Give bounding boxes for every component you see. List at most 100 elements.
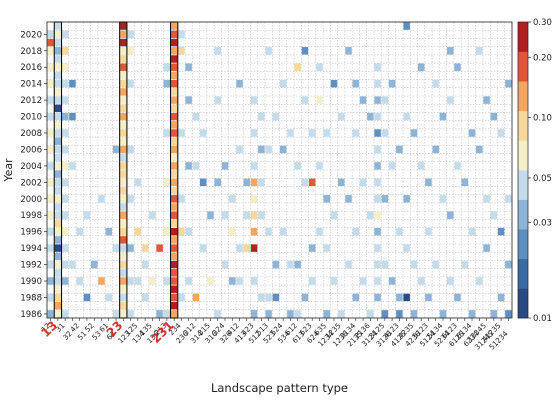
heatmap-cell: [229, 195, 236, 203]
heatmap-cell: [352, 79, 360, 88]
y-tick-label: 1986: [20, 310, 42, 320]
heatmap-cell: [76, 277, 83, 285]
heatmap-cell: [120, 277, 127, 285]
heatmap-cell: [47, 162, 54, 170]
heatmap-cell: [47, 244, 54, 252]
heatmap-cell: [301, 47, 309, 55]
heatmap-cell: [272, 112, 280, 121]
colorbar-segment: [518, 110, 528, 141]
heatmap-cell: [199, 178, 207, 187]
heatmap-cell: [214, 96, 221, 104]
heatmap-cell: [432, 260, 439, 269]
heatmap-cell: [192, 112, 200, 121]
heatmap-cell: [120, 79, 127, 88]
heatmap-cell: [374, 145, 381, 154]
heatmap-cell: [120, 104, 127, 113]
heatmap-cell: [221, 162, 229, 170]
heatmap-cell: [47, 112, 54, 121]
heatmap-cell: [170, 301, 178, 310]
heatmap-cell: [149, 277, 156, 285]
heatmap-cell: [127, 244, 134, 252]
heatmap-cell: [61, 162, 69, 170]
heatmap-cell: [90, 260, 98, 269]
heatmap-cell: [141, 260, 149, 269]
heatmap-cell: [120, 162, 127, 170]
heatmap-cell: [425, 293, 432, 302]
heatmap-cell: [120, 260, 127, 269]
heatmap-cell: [120, 47, 127, 55]
heatmap-cell: [381, 129, 389, 137]
colorbar-tick-label: 0.20: [533, 53, 552, 63]
y-tick-label: 2018: [20, 47, 42, 57]
y-tick-label: 2014: [20, 80, 42, 90]
heatmap-cell: [47, 227, 54, 236]
heatmap-cell: [127, 145, 134, 154]
heatmap-cell: [461, 260, 469, 269]
heatmap-cell: [316, 96, 323, 104]
heatmap-cell: [47, 129, 54, 137]
y-tick-label: 2008: [20, 129, 42, 139]
heatmap-cell: [54, 63, 62, 71]
heatmap-cell: [170, 129, 178, 137]
heatmap-cell: [265, 293, 272, 302]
heatmap-cell: [170, 79, 178, 88]
heatmap-cell: [396, 293, 403, 302]
heatmap-cell: [447, 47, 454, 55]
heatmap-cell: [170, 137, 178, 145]
heatmap-cell: [69, 162, 76, 170]
heatmap-cell: [120, 63, 127, 71]
heatmap-cell: [265, 47, 272, 55]
heatmap-cell: [54, 277, 62, 285]
heatmap-cell: [323, 195, 330, 203]
heatmap-cell: [47, 310, 54, 318]
heatmap-cell: [54, 30, 62, 39]
heatmap-cell: [54, 96, 62, 104]
heatmap-cell: [120, 137, 127, 145]
heatmap-cell: [170, 63, 178, 71]
heatmap-cell: [134, 178, 142, 187]
heatmap-cell: [447, 96, 454, 104]
heatmap-cell: [316, 63, 323, 71]
heatmap-cell: [338, 112, 345, 121]
heatmap-cell: [308, 129, 316, 137]
heatmap-cell: [54, 269, 62, 277]
colorbar-segment: [518, 199, 528, 230]
heatmap-cell: [47, 63, 54, 71]
heatmap-cell: [287, 260, 294, 269]
heatmap-cell: [497, 293, 505, 302]
heatmap-cell: [54, 79, 62, 88]
heatmap-cell: [83, 211, 91, 219]
heatmap-cell: [170, 88, 178, 96]
heatmap-cell: [236, 244, 243, 252]
heatmap-cell: [120, 129, 127, 137]
heatmap-cell: [54, 170, 62, 178]
heatmap-cell: [54, 186, 62, 195]
heatmap-cell: [47, 211, 54, 219]
heatmap-cell: [54, 195, 62, 203]
heatmap-cell: [47, 47, 54, 55]
heatmap-cell: [250, 244, 258, 252]
heatmap-cell: [505, 310, 512, 318]
heatmap-cell: [178, 293, 185, 302]
heatmap-cell: [250, 227, 258, 236]
heatmap-cell: [170, 227, 178, 236]
heatmap-cell: [185, 227, 192, 236]
heatmap-cell: [359, 178, 367, 187]
heatmap-cell: [330, 277, 338, 285]
heatmap-cell: [308, 178, 316, 187]
heatmap-cell: [330, 79, 338, 88]
colorbar-segment: [518, 140, 528, 171]
heatmap-cell: [258, 145, 265, 154]
heatmap-cell: [120, 22, 127, 30]
heatmap-cell: [120, 112, 127, 121]
colorbar-segment: [518, 229, 528, 260]
heatmap-cell: [294, 162, 301, 170]
heatmap-cell: [345, 195, 352, 203]
heatmap-cell: [476, 277, 483, 285]
heatmap-cell: [410, 129, 418, 137]
heatmap-cell: [61, 145, 69, 154]
heatmap-cell: [156, 244, 163, 252]
y-tick-label: 2006: [20, 145, 42, 155]
heatmap-cell: [185, 63, 192, 71]
heatmap-cell: [61, 178, 69, 187]
